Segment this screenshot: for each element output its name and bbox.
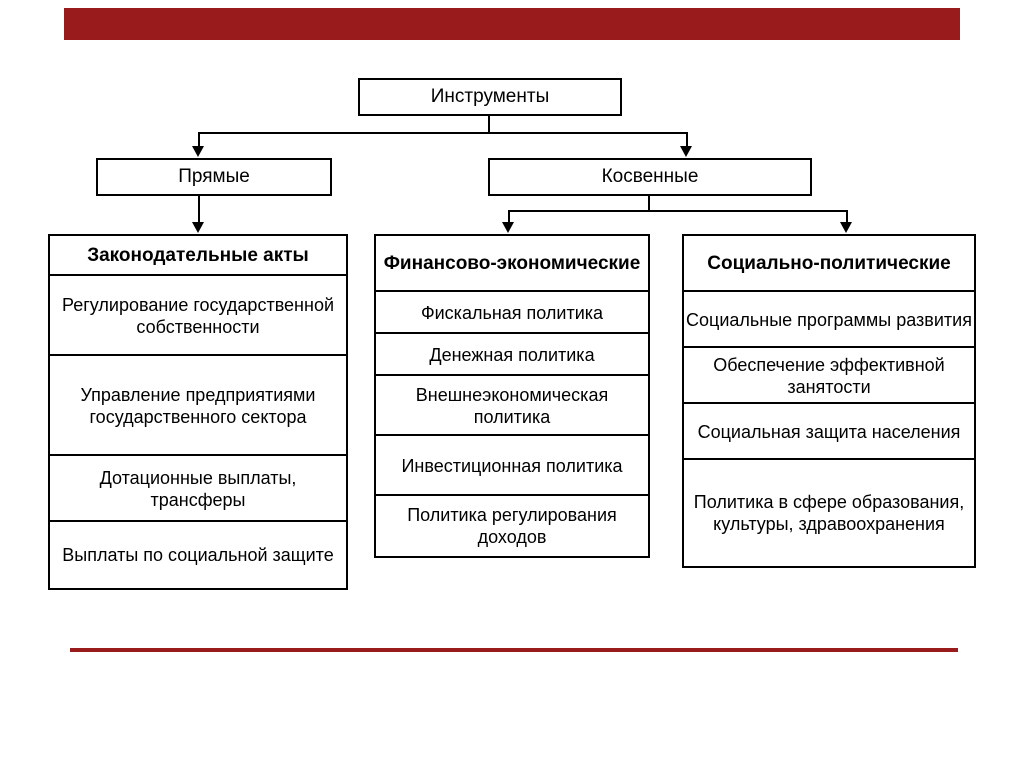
col1-header-label: Законодательные акты — [87, 244, 309, 268]
arrow-icon — [840, 222, 852, 233]
col3-item: Обеспечение эффективной занятости — [682, 346, 976, 406]
col2-item: Политика регулирования доходов — [374, 494, 650, 558]
col2-item-label: Денежная политика — [429, 344, 594, 367]
accent-top-bar — [64, 8, 960, 40]
col1-item-label: Дотационные выплаты, трансферы — [50, 467, 346, 512]
col2-item: Денежная политика — [374, 332, 650, 378]
branch-indirect: Косвенные — [488, 158, 812, 196]
connector — [488, 114, 490, 132]
root-label: Инструменты — [431, 85, 549, 109]
col2-header-label: Финансово-экономические — [384, 252, 641, 276]
col2-header: Финансово-экономические — [374, 234, 650, 294]
col2-item-label: Политика регулирования доходов — [376, 504, 648, 549]
diagram-canvas: Инструменты Прямые Косвенные Законодател… — [48, 78, 976, 698]
col2-item: Фискальная политика — [374, 290, 650, 336]
col2-item: Инвестиционная политика — [374, 434, 650, 498]
col3-header: Социально-политические — [682, 234, 976, 294]
col1-item: Выплаты по социальной защите — [48, 520, 348, 590]
arrow-icon — [192, 146, 204, 157]
accent-underline — [70, 648, 958, 652]
col2-item-label: Фискальная политика — [421, 302, 603, 325]
col3-item-label: Политика в сфере образования, культуры, … — [684, 491, 974, 536]
col1-item: Управление предприятиями государственног… — [48, 354, 348, 458]
col3-item: Политика в сфере образования, культуры, … — [682, 458, 976, 568]
connector — [508, 210, 848, 212]
arrow-icon — [502, 222, 514, 233]
connector — [198, 194, 200, 224]
col2-item: Внешнеэкономическая политика — [374, 374, 650, 438]
connector — [198, 132, 688, 134]
branch-indirect-label: Косвенные — [602, 165, 699, 189]
col3-header-label: Социально-политические — [707, 252, 950, 276]
root-node: Инструменты — [358, 78, 622, 116]
col3-item: Социальные программы развития — [682, 290, 976, 350]
col3-item-label: Обеспечение эффективной занятости — [684, 354, 974, 399]
col2-item-label: Инвестиционная политика — [401, 455, 622, 478]
col3-item: Социальная защита населения — [682, 402, 976, 462]
col1-item-label: Управление предприятиями государственног… — [50, 384, 346, 429]
branch-direct: Прямые — [96, 158, 332, 196]
branch-direct-label: Прямые — [178, 165, 250, 189]
col1-item-label: Выплаты по социальной защите — [62, 544, 333, 567]
connector — [648, 194, 650, 210]
arrow-icon — [680, 146, 692, 157]
col1-item: Дотационные выплаты, трансферы — [48, 454, 348, 524]
col1-item-label: Регулирование государственной собственно… — [50, 294, 346, 339]
col1-item: Регулирование государственной собственно… — [48, 274, 348, 358]
col3-item-label: Социальная защита населения — [698, 421, 961, 444]
col1-header: Законодательные акты — [48, 234, 348, 278]
col2-item-label: Внешнеэкономическая политика — [376, 384, 648, 429]
col3-item-label: Социальные программы развития — [686, 309, 972, 332]
arrow-icon — [192, 222, 204, 233]
